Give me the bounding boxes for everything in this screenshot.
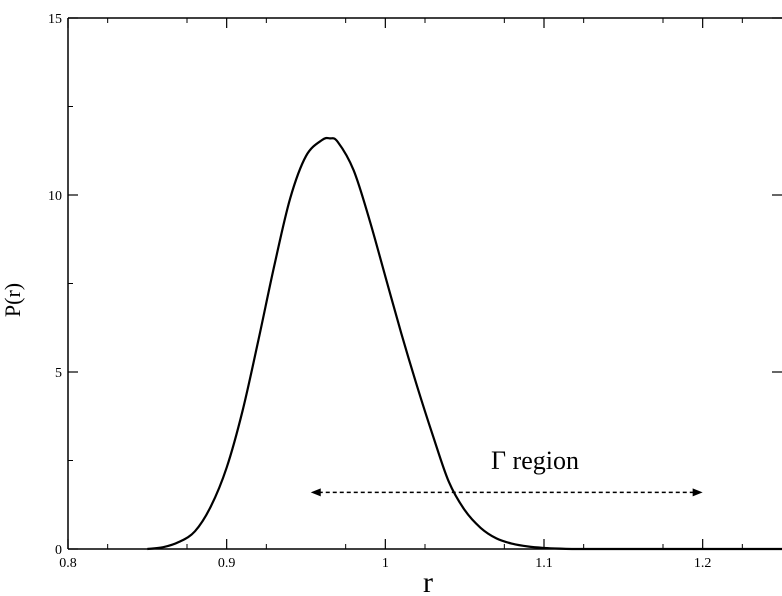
axes xyxy=(67,17,782,550)
arrow-layer xyxy=(310,488,703,497)
y-tick-label: 5 xyxy=(55,366,62,381)
tick-labels: 0.8 0.9 1 1.1 1.2 0 5 10 15 xyxy=(48,12,711,571)
y-axis-label: P(r) xyxy=(0,283,25,317)
x-tick-label: 0.8 xyxy=(59,556,77,571)
x-tick-label: 1.1 xyxy=(535,556,553,571)
gamma-region-annotation: Γ region xyxy=(491,446,579,475)
curve-layer xyxy=(147,136,782,551)
y-tick-label: 10 xyxy=(48,189,62,204)
region-arrow-head-left xyxy=(310,488,321,497)
x-tick-label: 1 xyxy=(382,556,389,571)
y-tick-label: 15 xyxy=(48,12,62,27)
x-tick-label: 1.2 xyxy=(694,556,712,571)
distribution-curve xyxy=(147,136,782,551)
region-arrow-head-right xyxy=(692,488,703,497)
x-tick-label: 0.9 xyxy=(218,556,236,571)
x-axis-label: r xyxy=(423,566,433,596)
ticks xyxy=(67,17,782,550)
y-tick-label: 0 xyxy=(55,543,62,558)
